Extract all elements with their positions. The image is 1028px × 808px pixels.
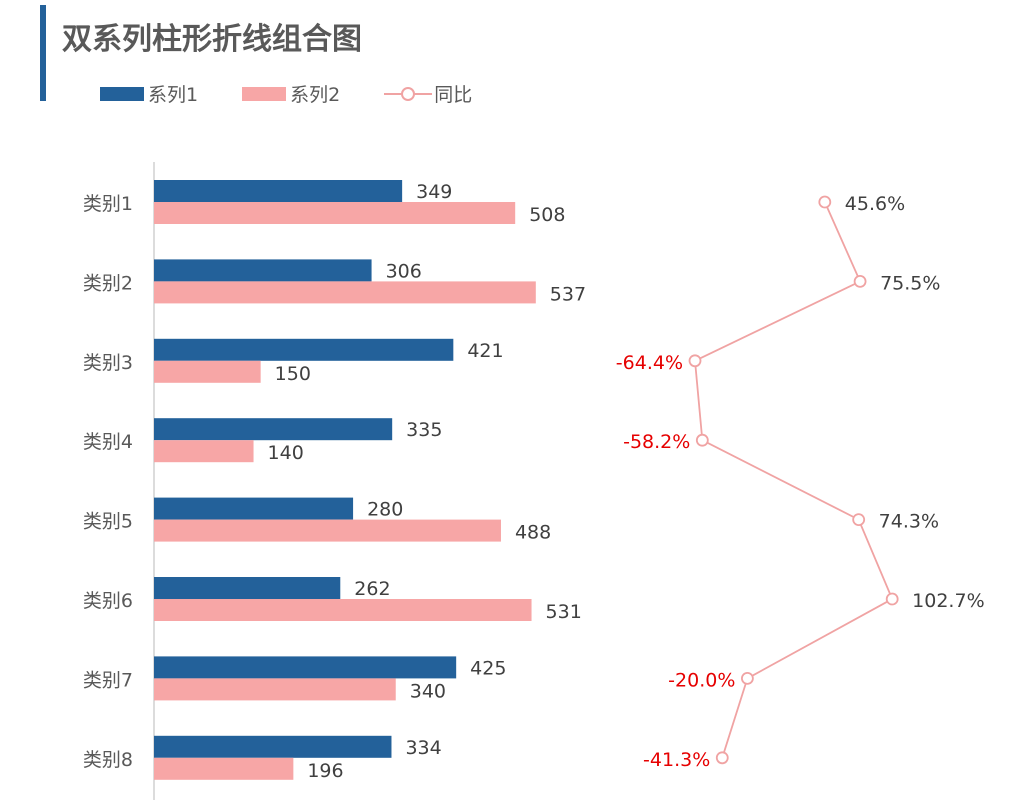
line-point-yoy — [688, 354, 702, 368]
category-label: 类别8 — [83, 749, 133, 771]
data-label-series2: 140 — [268, 442, 304, 464]
data-label-yoy: -41.3% — [643, 749, 710, 771]
data-label-yoy: 74.3% — [879, 511, 939, 533]
data-label-yoy: 75.5% — [880, 272, 940, 294]
legend-item-series1: 系列1 — [100, 80, 198, 107]
data-label-series1: 421 — [467, 340, 503, 362]
bar-series1 — [154, 577, 341, 599]
bar-series2 — [154, 599, 532, 621]
data-label-yoy: -64.4% — [616, 352, 683, 374]
data-label-series2: 340 — [410, 680, 446, 702]
bar-series1 — [154, 735, 392, 758]
legend: 系列1 系列2 同比 — [100, 80, 516, 107]
legend-label-series1: 系列1 — [148, 84, 199, 106]
legend-swatch-series1 — [100, 86, 144, 101]
bar-series2 — [154, 678, 396, 701]
data-label-series1: 425 — [470, 657, 506, 679]
bar-series1 — [154, 259, 372, 282]
data-label-series1: 306 — [386, 260, 422, 282]
data-label-yoy: -58.2% — [623, 431, 690, 453]
line-yoy — [694, 201, 894, 759]
line-point-yoy — [715, 751, 729, 765]
data-label-series2: 488 — [515, 522, 551, 544]
legend-item-series2: 系列2 — [242, 80, 340, 107]
line-point-yoy — [853, 274, 867, 288]
bar-series2 — [154, 281, 536, 304]
bar-series1 — [154, 497, 354, 520]
data-label-yoy: 45.6% — [845, 193, 905, 215]
legend-swatch-series2 — [242, 86, 287, 101]
data-label-series1: 334 — [405, 737, 441, 759]
data-label-series2: 537 — [550, 283, 586, 305]
data-label-series2: 196 — [307, 760, 343, 782]
bar-series2 — [154, 519, 501, 542]
data-label-series1: 262 — [354, 578, 390, 600]
bar-series1 — [154, 338, 454, 361]
title-accent-bar — [40, 5, 46, 101]
chart-title: 双系列柱形折线组合图 — [62, 22, 362, 57]
category-label: 类别2 — [83, 272, 133, 294]
bar-series2 — [154, 440, 254, 463]
line-point-yoy — [741, 672, 754, 685]
line-point-yoy — [885, 592, 899, 606]
line-point-yoy — [852, 513, 866, 526]
legend-label-yoy: 同比 — [434, 84, 473, 106]
data-label-series2: 508 — [529, 204, 565, 226]
category-label: 类别3 — [83, 352, 133, 374]
bar-series2 — [154, 757, 294, 780]
bar-series1 — [154, 656, 457, 679]
bar-series1 — [154, 180, 403, 202]
category-label: 类别5 — [83, 511, 133, 533]
category-label: 类别6 — [83, 590, 133, 612]
bar-series1 — [154, 418, 393, 441]
line-point-yoy — [695, 433, 709, 447]
bar-series2 — [154, 360, 261, 383]
data-label-series1: 349 — [416, 181, 452, 203]
bar-series2 — [154, 202, 516, 224]
data-label-yoy: -20.0% — [668, 669, 735, 691]
legend-item-yoy: 同比 — [384, 80, 472, 107]
category-label: 类别7 — [83, 669, 133, 691]
data-label-series1: 335 — [406, 419, 442, 441]
data-label-series1: 280 — [367, 499, 403, 521]
data-label-yoy: 102.7% — [912, 590, 984, 612]
line-point-yoy — [818, 195, 832, 209]
legend-line-marker-icon — [384, 86, 433, 101]
legend-label-series2: 系列2 — [290, 84, 341, 106]
data-label-series2: 531 — [546, 601, 582, 623]
data-label-series2: 150 — [275, 363, 311, 385]
category-label: 类别4 — [83, 431, 133, 453]
category-label: 类别1 — [83, 193, 133, 215]
